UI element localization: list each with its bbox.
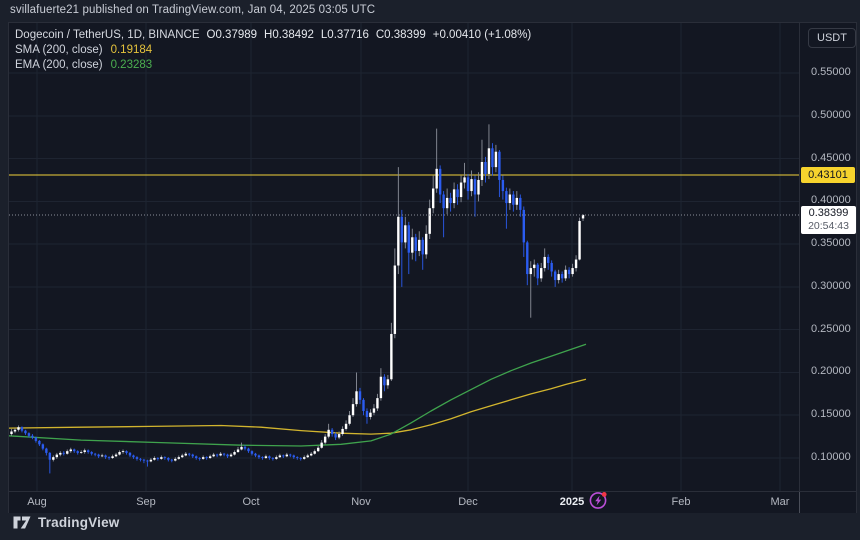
ema-legend-row[interactable]: EMA (200, close) 0.23283	[15, 57, 531, 72]
ema-value: 0.23283	[110, 58, 153, 71]
attribution-text: svillafuerte21 published on TradingView.…	[10, 4, 376, 16]
price-tick-label: 0.40000	[811, 194, 851, 207]
tradingview-logo-icon[interactable]	[13, 515, 31, 530]
last-price-value: 0.38399	[808, 207, 849, 220]
price-tick-label: 0.20000	[811, 365, 851, 378]
notification-dot	[601, 492, 607, 497]
sma-legend-row[interactable]: SMA (200, close) 0.19184	[15, 42, 531, 57]
footer: TradingView	[13, 515, 119, 530]
price-tick-label: 0.15000	[811, 408, 851, 421]
price-tick-label: 0.25000	[811, 322, 851, 335]
time-tick-label: Nov	[351, 496, 371, 508]
lightning-bolt	[595, 495, 602, 506]
price-tick-label: 0.55000	[811, 66, 851, 78]
time-tick-label: Mar	[770, 496, 790, 508]
time-tick-label: Sep	[136, 496, 156, 508]
sma-label: SMA (200, close)	[15, 43, 103, 56]
time-tick-label: Aug	[27, 496, 47, 508]
tradingview-brand-text[interactable]: TradingView	[38, 515, 120, 530]
ohlc-low: L0.37716	[320, 28, 369, 41]
chart-legend: Dogecoin / TetherUS, 1D, BINANCE O0.3798…	[15, 27, 531, 72]
symbol-legend-row[interactable]: Dogecoin / TetherUS, 1D, BINANCE O0.3798…	[15, 27, 531, 42]
marker-circle	[589, 492, 607, 509]
time-tick-label: Dec	[458, 496, 478, 508]
candlestick-chart[interactable]	[9, 23, 799, 491]
price-tick-label: 0.10000	[811, 451, 851, 464]
time-scale[interactable]: Aug Sep Oct Nov Dec 2025 Feb Mar	[9, 491, 856, 513]
sma-value: 0.19184	[110, 43, 153, 56]
symbol-title: Dogecoin / TetherUS, 1D, BINANCE	[15, 28, 200, 41]
price-tick-label: 0.45000	[811, 151, 851, 164]
bar-countdown: 20:54:43	[808, 220, 849, 233]
scale-corner-divider	[799, 492, 800, 513]
time-tick-label: Oct	[242, 496, 260, 508]
price-tick-label: 0.50000	[811, 108, 851, 121]
last-price-label: 0.38399 20:54:43	[801, 206, 856, 235]
ema-label: EMA (200, close)	[15, 58, 103, 71]
change-value: +0.00410 (+1.08%)	[432, 28, 532, 41]
attribution-bar: svillafuerte21 published on TradingView.…	[0, 0, 860, 22]
price-tick-label: 0.35000	[811, 237, 851, 250]
currency-toggle-button[interactable]: USDT	[808, 28, 856, 48]
time-tick-label: Feb	[671, 496, 691, 508]
time-tick-label: 2025	[559, 496, 585, 508]
price-tick-label: 0.30000	[811, 279, 851, 292]
ohlc-close: C0.38399	[375, 28, 426, 41]
price-scale[interactable]: USDT 0.43101 0.38399 20:54:43 0.55000 0.5…	[800, 23, 856, 491]
ohlc-high: H0.38492	[264, 28, 314, 41]
price-scale-divider	[799, 23, 800, 512]
alert-price-label: 0.43101	[801, 166, 855, 183]
ohlc-open: O0.37989	[206, 28, 258, 41]
chart-panel: USDT 0.43101 0.38399 20:54:43 0.55000 0.5…	[8, 22, 857, 513]
lightning-marker-icon[interactable]	[588, 490, 609, 511]
